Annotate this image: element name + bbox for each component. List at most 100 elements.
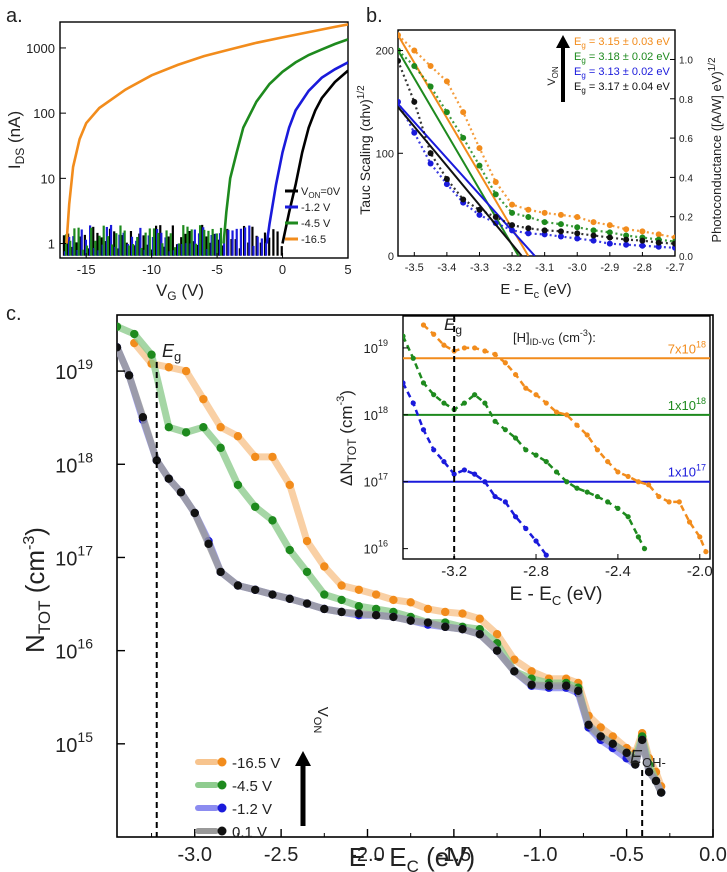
data-point [398,57,401,64]
data-point [574,224,581,231]
concentration-label: 1x1018 [668,396,706,413]
data-point [354,585,364,594]
concentration-label: 1x1017 [668,463,706,480]
data-point [655,239,662,246]
data-point [441,607,450,617]
data-point [199,422,208,432]
y-left-tick-label: 200 [376,46,394,58]
y-right-tick-label: 0.4 [679,173,693,184]
panel-a-y-ticks: 1 10 100 1000 [26,41,66,252]
panel-b-y-right-label: Photoconductance ([A/W] eV)1/2 [707,57,724,243]
panel-c-von-arrow: VON [295,707,331,826]
x-tick-label: -0.5 [609,844,643,866]
data-point [285,594,294,604]
data-point [410,355,416,361]
data-point [492,493,498,500]
x-tick-label: -1.5 [437,844,471,866]
data-point [541,227,548,234]
data-point [354,609,364,618]
x-tick-label: -5 [211,262,223,277]
y-right-tick-label: 0.2 [679,213,693,224]
x-tick-label: -3.0 [568,262,587,274]
data-point [523,525,529,532]
data-point [523,385,529,391]
data-point [423,618,433,627]
y-tick-label: 1018 [55,449,93,477]
data-point [639,242,646,249]
x-tick-label: -2.8 [633,262,652,274]
data-point [543,552,549,558]
panel-b-frame [397,29,676,257]
data-point [527,667,536,676]
x-tick-label: -2.4 [605,563,631,580]
data-point [596,732,605,741]
data-point [574,485,580,491]
data-point [443,181,450,188]
inset-x-ticks: -3.2 -2.8 -2.4 -2.0 [441,554,713,580]
y-tick-label: 1015 [55,729,93,757]
data-point [423,604,433,614]
data-point [302,599,312,608]
data-point [164,474,174,483]
y-right-tick-label: 1.0 [679,55,693,66]
concentration-base: 1x10 [668,398,696,413]
legend-swatch-dot [217,757,227,767]
legend-value: = 3.13 ± 0.02 eV [586,66,671,78]
x-tick-label: -2.5 [264,844,298,866]
x-tick-label: -10 [142,262,161,277]
data-point [656,493,662,500]
data-point [594,447,601,453]
panel-c-legend: -16.5 V -4.5 V -1.2 V 0.1 V [195,755,280,841]
panel-b-x-axis-label: E - Ec (eV) [500,281,571,301]
data-point [431,392,437,398]
data-point [427,150,434,157]
data-point [523,447,529,453]
data-point [117,322,122,331]
legend-sub: g [581,71,585,80]
data-point [441,458,447,465]
data-point [590,227,597,234]
data-point [410,400,416,406]
y-tick-label: 1016 [364,539,388,557]
data-point [441,342,447,348]
y-tick-label: 1000 [26,41,55,56]
data-point [451,471,457,477]
y-tick-exp: 16 [378,539,388,549]
legend-suffix: -4.5 V [301,218,331,230]
data-point [268,590,277,599]
y-tick-base: 10 [364,408,378,423]
data-point [164,363,174,372]
data-point [641,546,648,552]
data-point [431,331,437,337]
data-point [420,380,427,386]
data-point [502,427,508,433]
concentration-exp: 17 [696,463,706,473]
panel-a-label: a. [6,5,23,27]
data-point [475,614,484,623]
data-point [389,612,398,622]
x-tick-label: -3.2 [503,262,522,274]
legend-label: 0.1 V [232,824,267,841]
legend-suffix: -16.5 [301,234,326,246]
data-point [543,400,549,406]
data-point [606,222,613,229]
x-tick-label: 0 [279,262,286,277]
data-point [590,219,597,226]
panel-c-y-axis-label: NTOT (cm-3) [20,527,54,653]
legend-e: E [574,51,581,63]
concentration-base: 1x10 [668,465,696,480]
panel-b-y-left-ticks: 0 100 200 [376,46,403,263]
linear-fit [398,50,520,256]
data-point [268,452,277,462]
legend-e: E [574,66,581,78]
x-tick-label: -15 [77,262,96,277]
data-point [509,209,516,216]
data-point [337,595,346,605]
data-point [302,567,312,577]
data-point [502,360,508,366]
legend-label: -1.2 V [232,801,272,818]
data-point [190,508,199,518]
legend-sub: g [581,86,585,95]
data-point [233,432,243,441]
data-point [285,480,294,490]
